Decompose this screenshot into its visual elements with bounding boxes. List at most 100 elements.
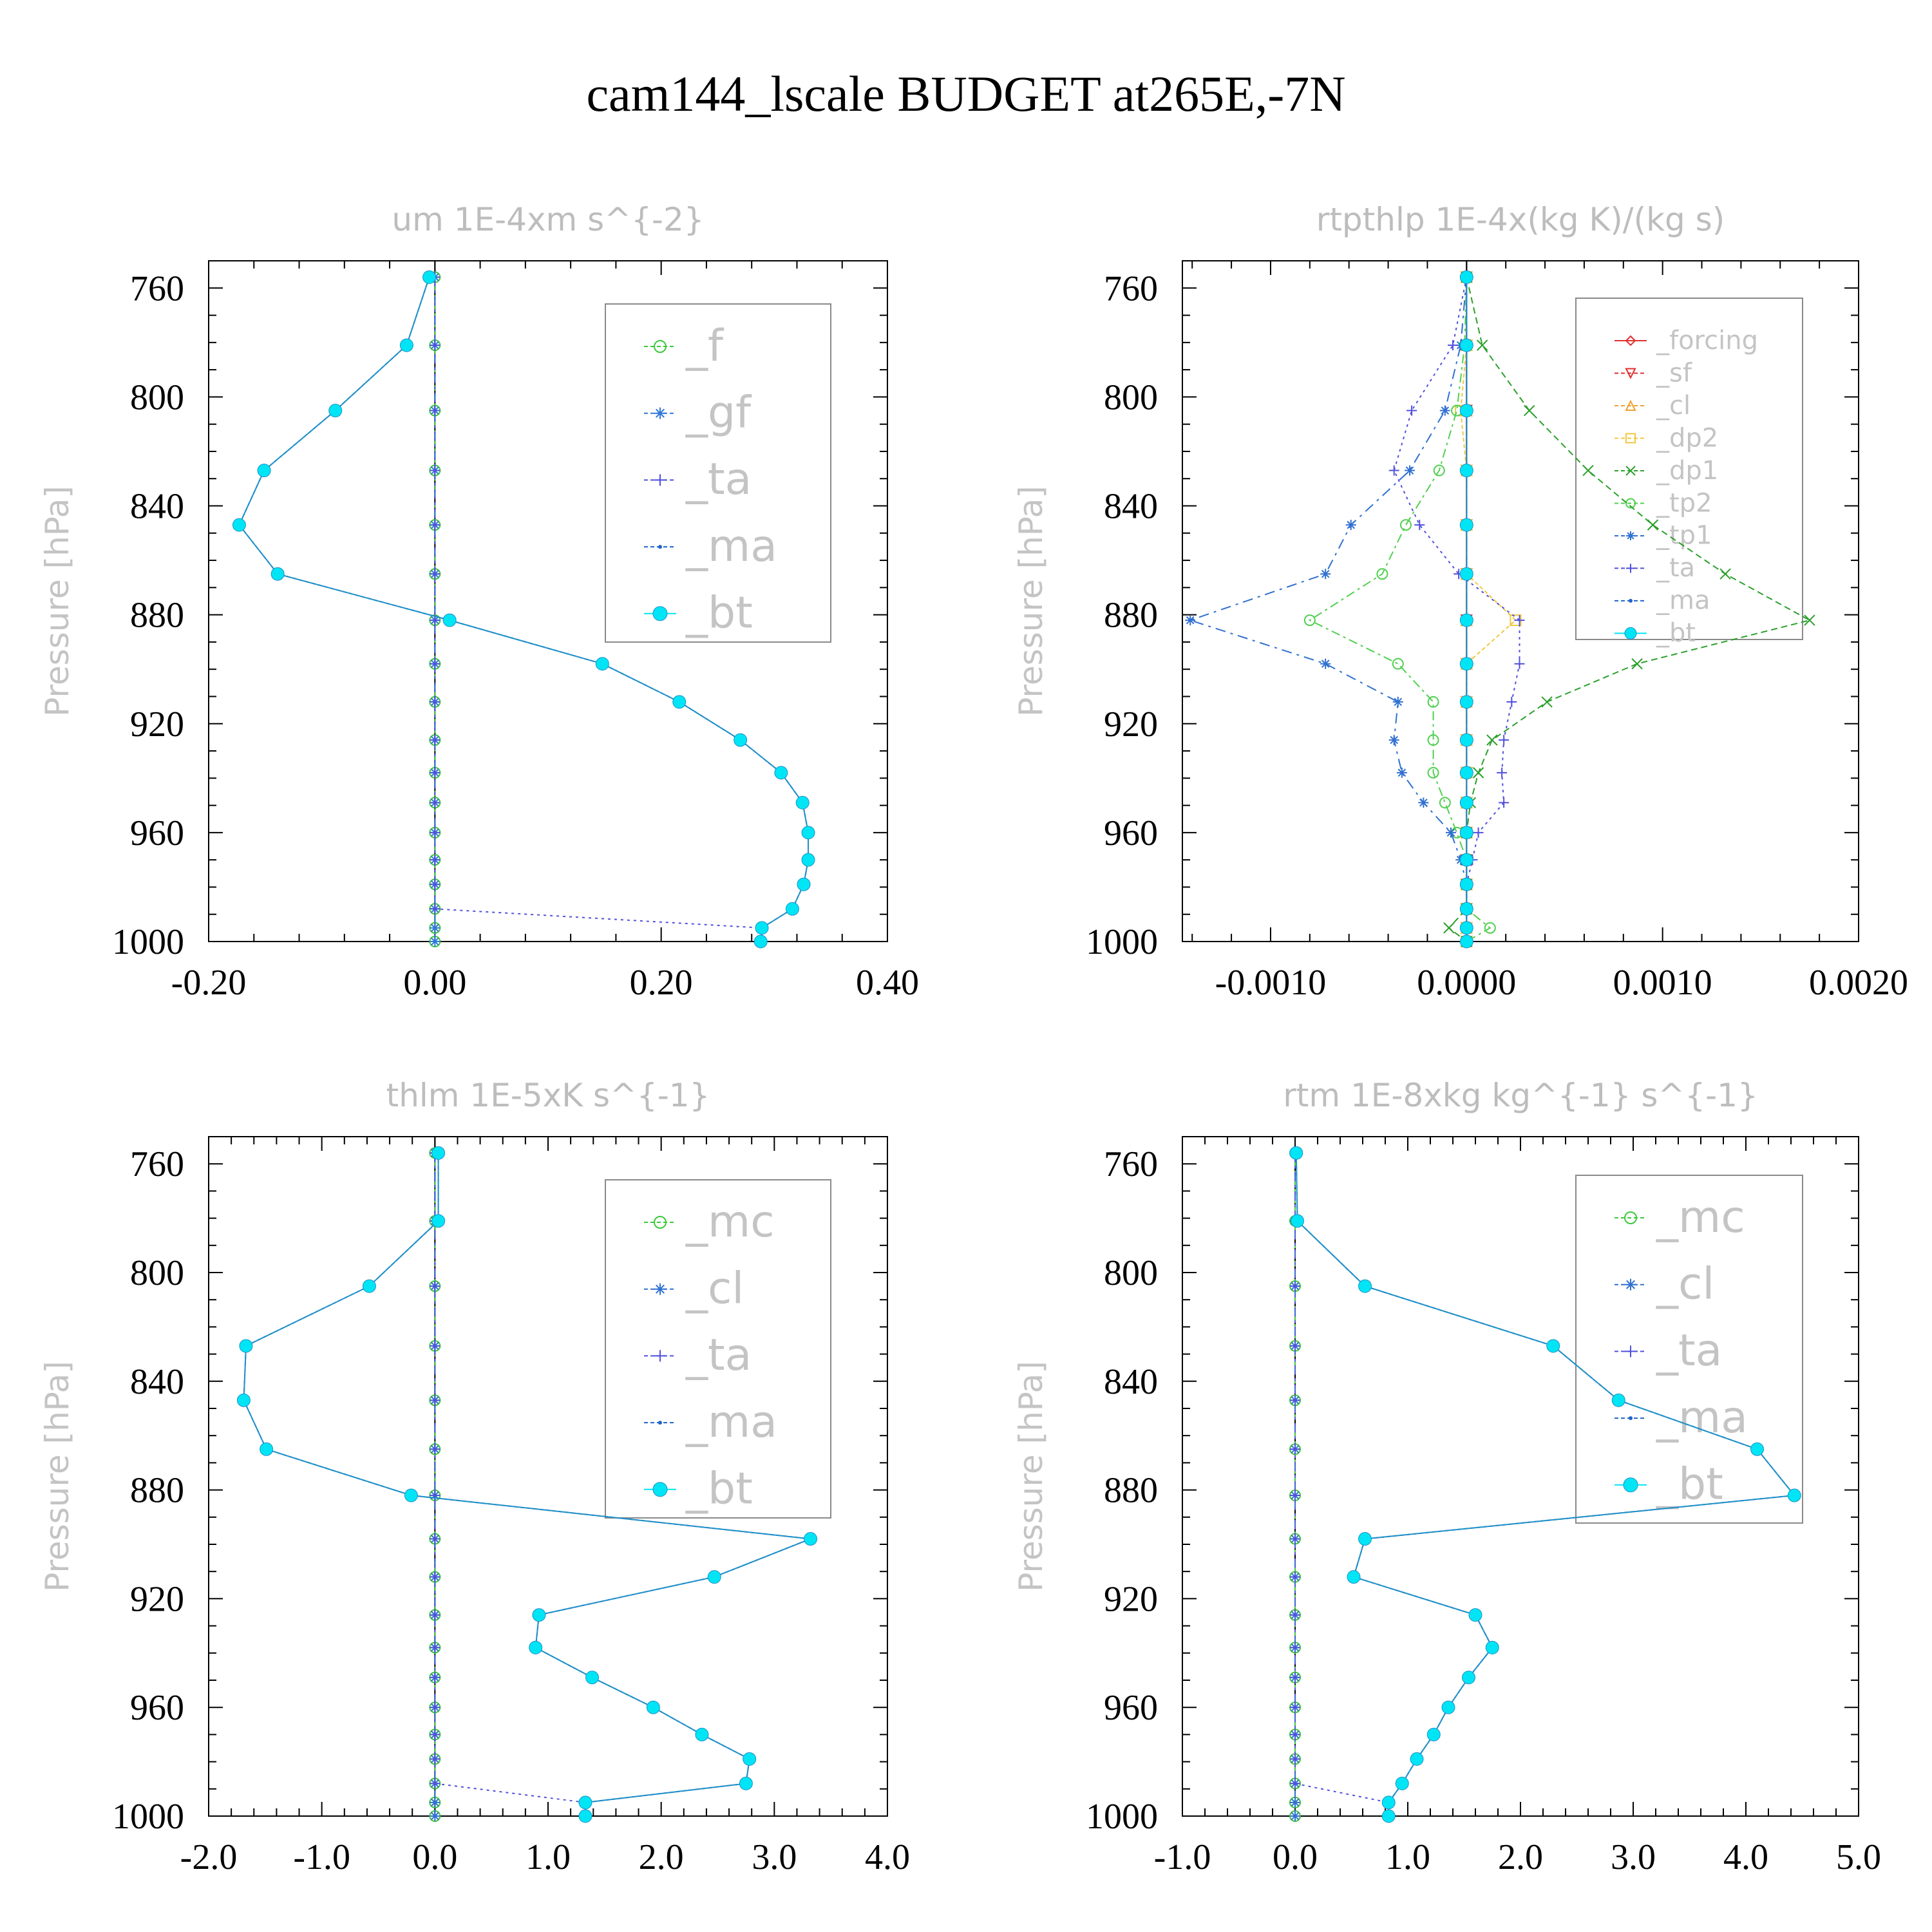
x-tick-label: 0.0	[412, 1837, 457, 1877]
x-tick-label: 4.0	[1723, 1837, 1768, 1877]
legend-marker	[1626, 564, 1635, 573]
panels: um 1E-4xm s^{-2} Pressure [hPa] 760 800 840 8…	[39, 201, 1908, 1877]
x-tick-label: 4.0	[865, 1837, 910, 1877]
legend-label: _f	[685, 321, 724, 372]
legend-label: _dp1	[1656, 456, 1718, 486]
data-point	[1290, 1778, 1300, 1789]
data-point	[1395, 1776, 1409, 1790]
plot-frame	[208, 260, 888, 942]
data-point	[578, 1809, 592, 1823]
data-point	[430, 1444, 440, 1455]
plot-frame	[1182, 260, 1859, 942]
legend-marker	[1625, 368, 1636, 379]
legend-label: _ta	[1656, 553, 1695, 583]
legend-box	[1575, 298, 1803, 640]
legend-marker	[1625, 433, 1636, 444]
series-bt	[232, 270, 815, 949]
legend-box	[605, 303, 831, 643]
series-line	[1460, 277, 1517, 942]
panel-1: um 1E-4xm s^{-2} Pressure [hPa] 760 800 840 8…	[39, 201, 919, 1003]
data-point	[430, 797, 440, 808]
y-tick-label: 920	[130, 1579, 184, 1619]
data-point	[707, 1570, 721, 1584]
data-point	[430, 767, 440, 778]
data-point	[430, 1754, 440, 1765]
legend-marker	[1629, 598, 1633, 603]
data-point	[328, 404, 343, 418]
data-point	[1291, 1214, 1304, 1228]
y-tick-label: 960	[130, 813, 184, 853]
data-point	[1459, 613, 1473, 627]
legend-entry-forcing: _forcing	[1615, 326, 1758, 355]
data-point	[1472, 767, 1484, 779]
legend-entry-ma: _ma	[644, 521, 777, 572]
x-tick-label: 2.0	[639, 1837, 684, 1877]
data-point	[1631, 658, 1643, 670]
y-axis-label: Pressure [hPa]	[39, 1361, 76, 1592]
data-point	[1381, 1809, 1396, 1823]
y-tick-label: 960	[1104, 813, 1158, 853]
panel-title: um 1E-4xm s^{-2}	[392, 201, 704, 238]
data-point	[430, 1533, 440, 1544]
legend-entry-ta: _ta	[644, 1330, 752, 1381]
data-point	[236, 1393, 251, 1407]
x-tick-label: 2.0	[1498, 1837, 1543, 1877]
data-point	[430, 922, 440, 933]
data-point	[430, 696, 440, 707]
data-point	[1290, 1642, 1300, 1653]
panel-4: rtm 1E-8xkg kg^{-1} s^{-1} Pressure [hPa]…	[1012, 1077, 1881, 1877]
x-tick-label: 0.40	[856, 963, 919, 1003]
x-tick-label: 0.00	[403, 963, 466, 1003]
data-point	[1804, 614, 1815, 626]
legend-marker	[1623, 1477, 1638, 1493]
data-point	[578, 1795, 592, 1810]
y-tick-label: 920	[1104, 705, 1158, 744]
x-tick-label: 3.0	[1611, 1837, 1656, 1877]
data-point	[430, 904, 440, 914]
legend-marker	[1625, 335, 1636, 346]
y-tick-label: 960	[130, 1688, 184, 1728]
data-point	[1418, 797, 1429, 808]
legend-marker	[654, 474, 666, 486]
data-point	[430, 1571, 440, 1582]
legend: _forcing_sf_cl_dp2_dp1_tp2_tp1_ta_ma_bt	[1575, 298, 1803, 648]
data-point	[1459, 921, 1473, 935]
data-point	[430, 1281, 440, 1292]
data-point	[1290, 1444, 1300, 1455]
data-point	[430, 1811, 440, 1821]
legend: _mc _cl _ta _ma _bt	[1575, 1175, 1803, 1524]
data-point	[1290, 1533, 1300, 1544]
legend-entry-ma: _ma	[644, 1397, 777, 1448]
series-dp2	[1455, 271, 1522, 947]
x-tick-label: -2.0	[180, 1837, 238, 1877]
data-point	[734, 733, 748, 747]
legend-entry-ma: _ma	[1615, 1392, 1748, 1443]
data-point	[1484, 922, 1496, 934]
data-point	[797, 877, 811, 891]
data-point	[270, 567, 285, 581]
data-point	[442, 613, 457, 627]
data-point	[1719, 568, 1731, 580]
data-point	[1514, 615, 1525, 626]
series-line	[1308, 277, 1492, 942]
legend-label: _cl	[1656, 1258, 1714, 1309]
data-point	[399, 338, 413, 352]
data-point	[430, 879, 440, 890]
data-point	[430, 1490, 440, 1501]
series-line	[1393, 277, 1520, 942]
data-point	[1290, 1754, 1300, 1765]
data-point	[430, 1642, 440, 1653]
series-line	[1188, 277, 1468, 942]
x-tick-label: -0.20	[171, 963, 247, 1003]
data-point	[1392, 696, 1403, 707]
legend-label: _bt	[685, 1464, 753, 1515]
legend-entry-cl: _cl	[1615, 391, 1690, 421]
data-point	[1546, 1339, 1560, 1353]
data-point	[1290, 1811, 1300, 1821]
legend-label: _ma	[1656, 1392, 1748, 1443]
data-point	[1459, 934, 1473, 949]
data-point	[695, 1727, 709, 1741]
legend-entry-cl: _cl	[1615, 1258, 1714, 1309]
data-point	[1414, 520, 1425, 531]
y-tick-label: 840	[130, 1362, 184, 1402]
